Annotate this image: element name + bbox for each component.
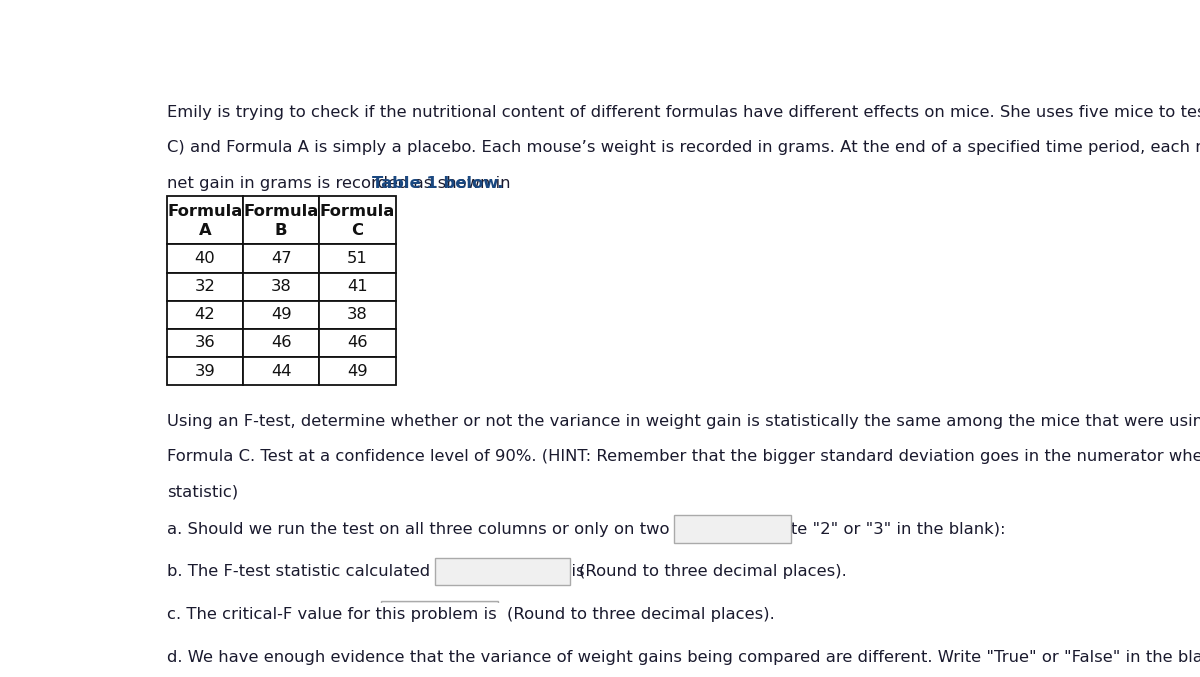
Text: 36: 36 (194, 335, 215, 351)
Text: Using an F-test, determine whether or not the variance in weight gain is statist: Using an F-test, determine whether or no… (167, 414, 1200, 429)
Text: Formula: Formula (244, 204, 319, 219)
Text: (Round to three decimal places).: (Round to three decimal places). (506, 607, 775, 622)
Text: 41: 41 (347, 279, 367, 294)
Bar (167, 244, 242, 273)
Bar (242, 329, 319, 357)
Text: A: A (198, 223, 211, 238)
Text: Table 1 below.: Table 1 below. (372, 175, 503, 191)
Text: c. The critical-F value for this problem is: c. The critical-F value for this problem… (167, 607, 497, 622)
Bar (382, 601, 498, 628)
Text: B: B (275, 223, 287, 238)
Bar (674, 515, 791, 542)
Text: 44: 44 (271, 364, 292, 378)
Text: 49: 49 (347, 364, 367, 378)
Text: Formula C. Test at a confidence level of 90%. (HINT: Remember that the bigger st: Formula C. Test at a confidence level of… (167, 450, 1200, 464)
Bar (167, 273, 242, 301)
Bar (242, 357, 319, 385)
Bar (319, 357, 396, 385)
Bar (319, 273, 396, 301)
Text: a. Should we run the test on all three columns or only on two columns? (Write "2: a. Should we run the test on all three c… (167, 521, 1006, 537)
Text: 47: 47 (271, 251, 292, 266)
Bar (797, 644, 912, 671)
Bar (242, 244, 319, 273)
Bar (242, 196, 319, 244)
Text: C) and Formula A is simply a placebo. Each mouse’s weight is recorded in grams. : C) and Formula A is simply a placebo. Ea… (167, 140, 1200, 155)
Text: statistic): statistic) (167, 485, 238, 500)
Text: b. The F-test statistic calculated for this problem is: b. The F-test statistic calculated for t… (167, 564, 584, 580)
Bar (167, 196, 242, 244)
Bar (242, 273, 319, 301)
Bar (319, 329, 396, 357)
Text: net gain in grams is recorded as shown in: net gain in grams is recorded as shown i… (167, 175, 516, 191)
Bar (319, 196, 396, 244)
Text: 46: 46 (271, 335, 292, 351)
Text: d. We have enough evidence that the variance of weight gains being compared are : d. We have enough evidence that the vari… (167, 650, 1200, 665)
Bar (319, 301, 396, 329)
Text: C: C (352, 223, 364, 238)
Text: 46: 46 (347, 335, 367, 351)
Text: 49: 49 (271, 307, 292, 322)
Bar (436, 559, 570, 586)
Bar (167, 301, 242, 329)
Text: (Round to three decimal places).: (Round to three decimal places). (580, 564, 847, 580)
Bar (167, 357, 242, 385)
Text: Formula: Formula (319, 204, 395, 219)
Bar (167, 329, 242, 357)
Bar (242, 301, 319, 329)
Text: 38: 38 (347, 307, 367, 322)
Text: 40: 40 (194, 251, 215, 266)
Text: Formula: Formula (167, 204, 242, 219)
Text: 38: 38 (271, 279, 292, 294)
Bar (319, 244, 396, 273)
Text: 32: 32 (194, 279, 215, 294)
Text: Emily is trying to check if the nutritional content of different formulas have d: Emily is trying to check if the nutritio… (167, 105, 1200, 120)
Text: 51: 51 (347, 251, 367, 266)
Text: 39: 39 (194, 364, 215, 378)
Text: 42: 42 (194, 307, 215, 322)
